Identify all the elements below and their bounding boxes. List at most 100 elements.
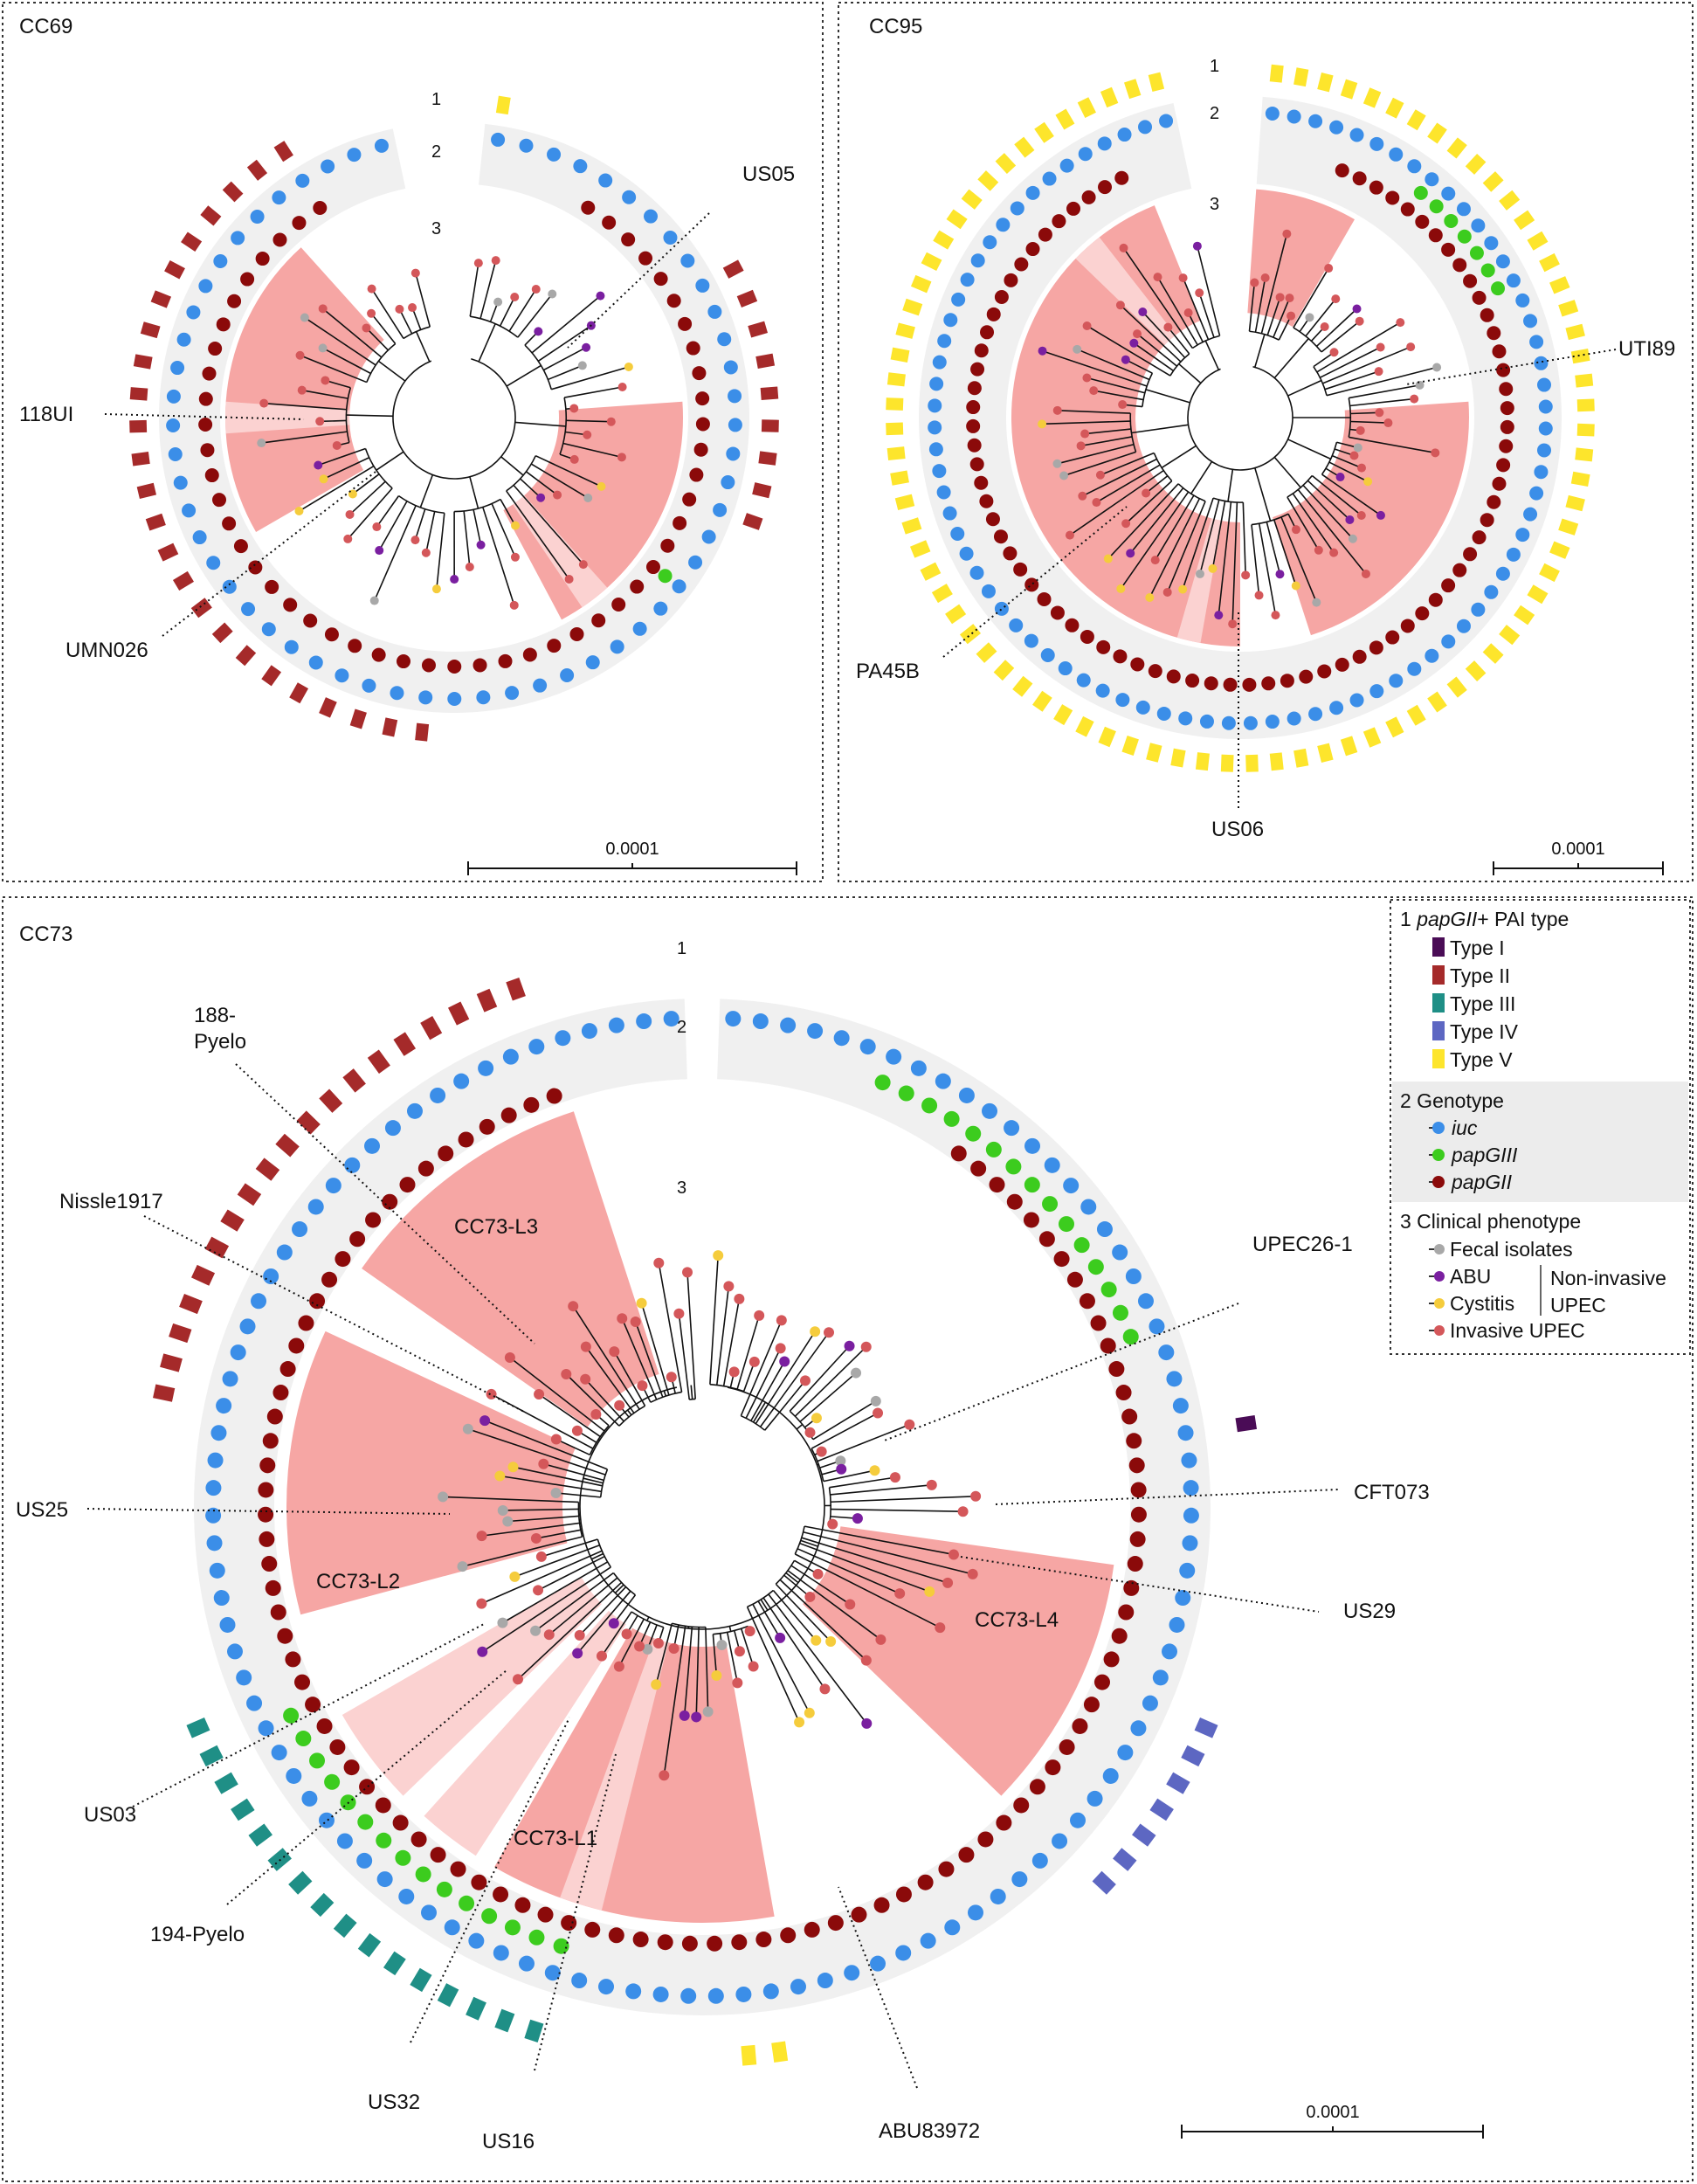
pai-type-square [275, 1133, 300, 1158]
tree-branch [347, 487, 393, 540]
papGIII-genotype-dot [357, 1814, 374, 1830]
papGII-genotype-dot [1037, 591, 1052, 606]
papGII-genotype-dot [258, 1482, 274, 1498]
tree-branch [801, 1537, 949, 1584]
papGII-genotype-dot [248, 560, 263, 575]
papGII-genotype-dot [279, 1361, 296, 1378]
phenotype-tip-dot [476, 540, 486, 549]
pai-type-square [246, 159, 268, 181]
tree-branch [584, 1379, 624, 1422]
iuc-genotype-dot [261, 622, 276, 637]
phenotype-tip-dot [1291, 581, 1300, 591]
phenotype-tip-dot [596, 1650, 607, 1662]
iuc-genotype-dot [944, 1919, 961, 1936]
phenotype-tip-dot [1376, 510, 1385, 520]
papGII-genotype-dot [974, 475, 989, 490]
phenotype-tip-dot [804, 1591, 816, 1602]
pai-type-square [961, 189, 983, 210]
phenotype-tip-dot [375, 546, 384, 556]
pai-type-square [1146, 743, 1162, 763]
phenotype-tip-dot [970, 1490, 982, 1502]
papGII-genotype-dot [993, 529, 1008, 544]
tree-branch [1258, 523, 1277, 616]
tree-branch [799, 1542, 930, 1593]
tree-branch [1292, 493, 1335, 554]
iuc-genotype-dot [1142, 1695, 1158, 1711]
iuc-genotype-dot [384, 1120, 401, 1137]
tree-branch [1287, 439, 1331, 460]
phenotype-tip-dot [1103, 554, 1113, 563]
papGIII-genotype-dot [553, 1938, 569, 1954]
phenotype-tip-dot [369, 596, 379, 605]
pai-type-square [261, 665, 282, 687]
pai-type-square [1575, 447, 1594, 462]
iuc-genotype-dot [356, 1852, 373, 1869]
iuc-genotype-dot [1534, 465, 1549, 480]
tree-branch [299, 465, 375, 512]
pai-type-square [993, 660, 1015, 681]
pai-type-square [1053, 704, 1073, 726]
phenotype-tip-dot [597, 481, 606, 491]
phenotype-tip-dot [372, 522, 382, 532]
pai-type-square [420, 1016, 443, 1040]
iuc-genotype-dot [1086, 1790, 1103, 1807]
papGIII-genotype-dot [528, 1929, 545, 1946]
iuc-genotype-dot [1058, 661, 1073, 676]
papGII-genotype-dot [200, 443, 215, 458]
iuc-genotype-dot [219, 1616, 236, 1633]
iuc-genotype-dot [1484, 584, 1499, 599]
tree-branch [1349, 397, 1415, 407]
pai-type-square [1293, 67, 1309, 87]
cc73-scale-bar: 0.0001 [1181, 2103, 1484, 2139]
phenotype-tip-dot [550, 1487, 562, 1498]
papGII-genotype-dot [1261, 676, 1276, 691]
phenotype-tip-dot [624, 362, 633, 371]
papGIII-genotype-dot [1469, 245, 1484, 260]
phenotype-tip-dot [1356, 425, 1365, 435]
papGIII-genotype-dot [1042, 1196, 1059, 1213]
phenotype-tip-dot [748, 1356, 760, 1367]
pai-type-square [199, 1745, 224, 1767]
papGII-genotype-dot [986, 307, 1001, 321]
iuc-genotype-dot [1536, 443, 1551, 458]
tree-branch [585, 1346, 635, 1413]
papGII-genotype-dot [693, 442, 708, 457]
papGIII-genotype-dot [415, 1866, 431, 1883]
papGII-genotype-dot [979, 494, 994, 508]
phenotype-tip-dot [811, 1635, 822, 1646]
type-iv-swatch [1432, 1021, 1445, 1040]
iuc-genotype-dot [284, 639, 299, 654]
papGII-genotype-dot [1014, 257, 1029, 272]
iuc-genotype-dot [1523, 507, 1538, 522]
pai-type-square [1570, 471, 1590, 487]
phenotype-tip-dot [1163, 322, 1173, 332]
iuc-genotype-dot [981, 584, 996, 598]
phenotype-tip-dot [852, 1513, 863, 1524]
tree-branch [517, 1581, 623, 1680]
iuc-genotype-dot [206, 556, 221, 570]
papGII-genotype-dot [1499, 382, 1514, 397]
pai-type-square [145, 513, 166, 531]
pai-type-square [890, 347, 910, 363]
iuc-genotype-dot [1130, 1720, 1147, 1737]
tree-branch [1198, 292, 1215, 338]
papGII-genotype-dot [1079, 1293, 1095, 1310]
iuc-genotype-dot [622, 190, 637, 204]
iuc-genotype-dot [833, 1030, 850, 1047]
papGII-genotype-dot [1415, 606, 1430, 621]
tree-branch [535, 1529, 581, 1539]
papGII-genotype-dot [309, 1293, 326, 1310]
iuc-genotype-dot [1441, 186, 1456, 201]
tree-branch [1107, 483, 1179, 560]
papGII-genotype-dot [1352, 649, 1367, 664]
papGII-genotype-dot [1059, 1738, 1075, 1755]
phenotype-tip-dot [507, 1462, 519, 1473]
papGII-genotype-dot [546, 1088, 562, 1104]
phenotype-tip-dot [728, 1366, 740, 1378]
tree-branch [1122, 247, 1193, 349]
cc73-ring-1-label: 1 [677, 939, 686, 958]
tree-branch [1100, 452, 1155, 476]
pai-type-square [1098, 726, 1116, 748]
phenotype-tip-dot [1361, 569, 1370, 578]
papGII-genotype-dot [1100, 1337, 1116, 1354]
